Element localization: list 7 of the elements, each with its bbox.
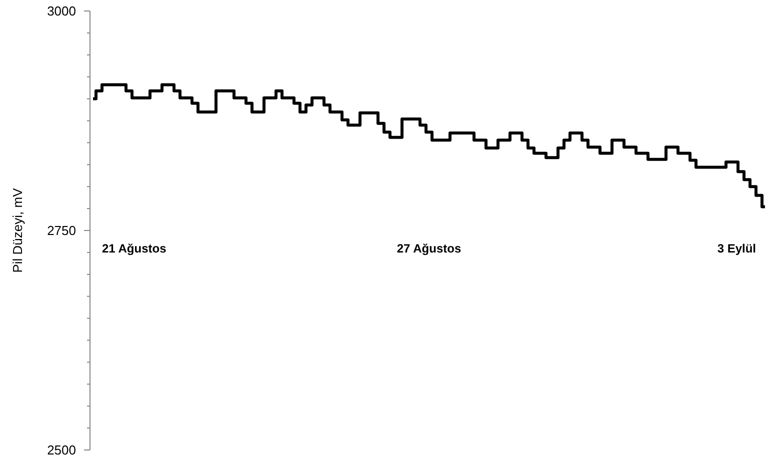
y-tick-label: 2500 bbox=[47, 442, 76, 458]
annotation: 27 Ağustos bbox=[396, 242, 462, 256]
annotation: 3 Eylül bbox=[717, 242, 756, 256]
y-tick-label: 2750 bbox=[47, 223, 76, 238]
annotation: 21 Ağustos bbox=[102, 242, 167, 256]
y-tick-label: 3000 bbox=[47, 4, 76, 19]
y-axis-title: Pil Düzeyi, mV bbox=[10, 188, 25, 273]
